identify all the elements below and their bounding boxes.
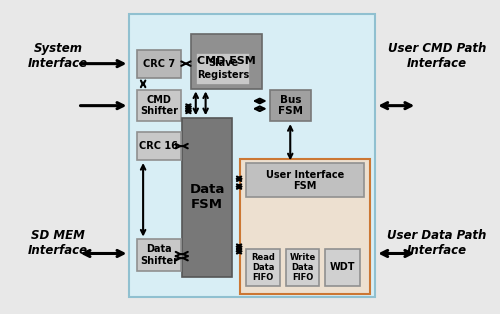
FancyBboxPatch shape — [240, 159, 370, 294]
FancyBboxPatch shape — [246, 249, 280, 286]
FancyBboxPatch shape — [270, 90, 312, 121]
FancyBboxPatch shape — [136, 90, 181, 121]
Text: Bus
FSM: Bus FSM — [278, 95, 303, 116]
Text: Data
Shifter: Data Shifter — [140, 244, 178, 266]
FancyBboxPatch shape — [191, 34, 262, 89]
FancyBboxPatch shape — [196, 53, 250, 85]
Text: User Data Path
Interface: User Data Path Interface — [387, 229, 486, 257]
FancyBboxPatch shape — [182, 118, 232, 277]
Text: Slave
Registers: Slave Registers — [196, 58, 249, 80]
Text: Data
FSM: Data FSM — [190, 183, 225, 211]
Text: CMD FSM: CMD FSM — [197, 56, 256, 66]
FancyBboxPatch shape — [246, 163, 364, 198]
Text: WDT: WDT — [330, 263, 355, 273]
Text: SD MEM
Interface: SD MEM Interface — [28, 229, 88, 257]
FancyBboxPatch shape — [136, 132, 181, 160]
Text: System
Interface: System Interface — [28, 42, 88, 70]
FancyBboxPatch shape — [286, 249, 320, 286]
FancyBboxPatch shape — [325, 249, 360, 286]
Text: Write
Data
FIFO: Write Data FIFO — [290, 252, 316, 282]
Text: CMD
Shifter: CMD Shifter — [140, 95, 178, 116]
Text: User Interface
FSM: User Interface FSM — [266, 170, 344, 191]
Text: CRC 7: CRC 7 — [143, 59, 175, 69]
FancyBboxPatch shape — [136, 50, 181, 78]
FancyBboxPatch shape — [136, 240, 181, 271]
FancyBboxPatch shape — [130, 14, 376, 297]
Text: CRC 16: CRC 16 — [140, 141, 178, 151]
Text: Read
Data
FIFO: Read Data FIFO — [251, 252, 275, 282]
Text: User CMD Path
Interface: User CMD Path Interface — [388, 42, 486, 70]
